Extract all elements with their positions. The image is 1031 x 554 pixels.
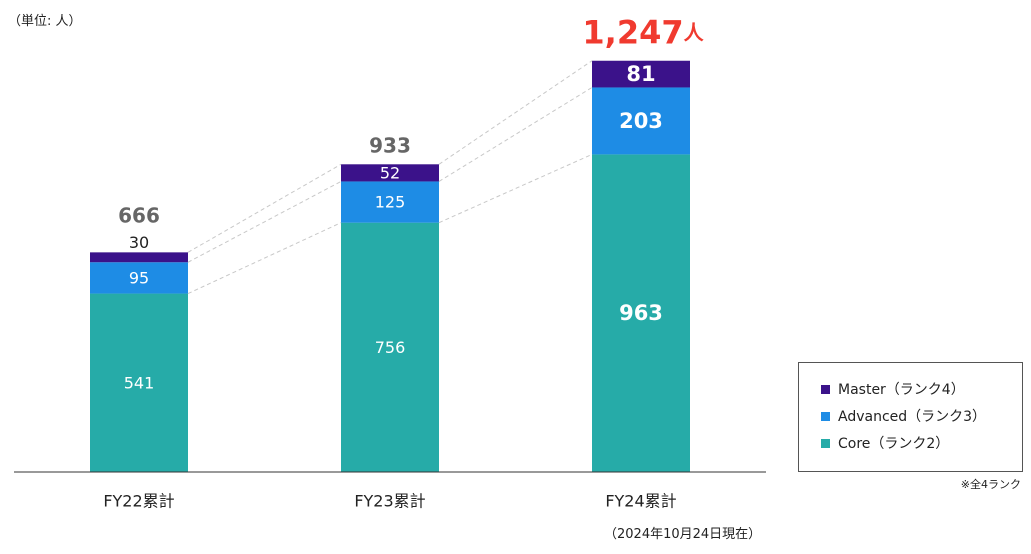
total-value: 1,247: [582, 14, 683, 52]
data-label: 95: [129, 268, 149, 287]
legend-label-core: Core（ランク2）: [838, 436, 950, 452]
total-label: 933: [369, 133, 411, 157]
data-label: 963: [619, 301, 663, 325]
date-note: （2024年10月24日現在）: [604, 527, 762, 542]
legend: Master（ランク4） Advanced（ランク3） Core（ランク2）: [798, 362, 1023, 472]
legend-swatch-advanced: [821, 411, 830, 421]
legend-label-advanced: Advanced（ランク3）: [838, 409, 987, 425]
legend-label-master: Master（ランク4）: [838, 382, 965, 398]
x-tick-label: FY23累計: [354, 492, 425, 511]
total-unit: 人: [684, 21, 705, 45]
legend-swatch-core: [821, 438, 830, 448]
bar-segment: [592, 154, 690, 473]
total-label: 666: [118, 203, 160, 227]
legend-item-advanced: Advanced（ランク3）: [821, 406, 986, 426]
bar-segment: [90, 293, 188, 472]
bar-segment: [90, 252, 188, 263]
data-label: 125: [375, 193, 406, 212]
legend-item-master: Master（ランク4）: [821, 379, 965, 399]
connector-line: [438, 87, 593, 182]
legend-swatch-master: [821, 384, 830, 394]
legend-item-core: Core（ランク2）: [821, 433, 949, 453]
data-label: 756: [375, 338, 406, 357]
x-tick-label: FY22累計: [103, 492, 174, 511]
connector-line: [438, 153, 593, 224]
bar-segment: [592, 87, 690, 155]
connector-line: [187, 222, 342, 295]
data-label: 52: [380, 163, 400, 182]
unit-label: （単位: 人）: [8, 14, 82, 29]
data-label: 81: [626, 62, 655, 86]
connector-line: [187, 181, 342, 263]
rank-note: ※全4ランク: [960, 478, 1021, 491]
bar-segment: [341, 181, 439, 223]
total-label-highlight: 1,247人: [582, 14, 704, 52]
connector-line: [187, 163, 342, 253]
x-tick-label: FY24累計: [605, 492, 676, 511]
bar-segment: [341, 222, 439, 472]
data-label: 203: [619, 109, 663, 133]
data-label: 541: [124, 373, 155, 392]
bar-segment: [592, 60, 690, 88]
data-label: 30: [129, 233, 149, 252]
bar-segment: [341, 164, 439, 182]
connector-line: [438, 60, 593, 165]
bar-segment: [90, 262, 188, 294]
